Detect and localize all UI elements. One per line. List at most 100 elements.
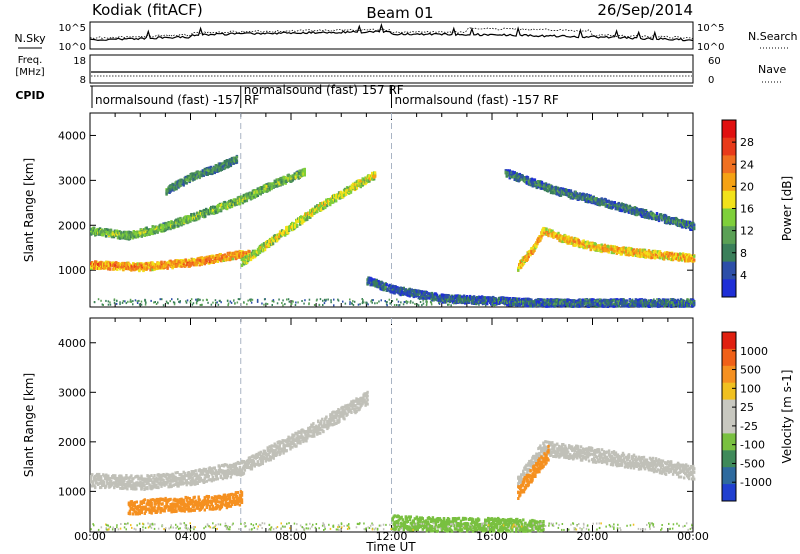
radar-title: Kodiak (fitACF) <box>92 1 203 19</box>
range-time-cell <box>594 242 597 246</box>
nave-label: Nave <box>758 63 786 76</box>
range-time-cell <box>620 252 623 256</box>
range-time-cell <box>198 174 201 178</box>
range-time-cell <box>142 269 145 273</box>
range-time-cell <box>258 248 262 252</box>
range-time-cell <box>246 196 250 200</box>
range-time-cell <box>245 199 249 203</box>
range-time-cell <box>404 290 407 294</box>
range-time-cell <box>693 254 696 258</box>
range-time-cell <box>169 227 172 231</box>
range-time-cell <box>216 207 219 211</box>
range-time-cell <box>615 251 618 255</box>
range-time-cell <box>560 298 563 302</box>
range-time-cell <box>256 194 259 197</box>
range-time-cell <box>278 230 282 234</box>
range-time-cell <box>568 302 571 306</box>
range-time-cell <box>423 292 427 296</box>
range-time-cell <box>200 210 203 214</box>
range-time-cell <box>554 186 558 190</box>
range-time-cell <box>151 225 154 229</box>
range-time-cell <box>617 304 620 308</box>
range-time-cell <box>347 191 351 195</box>
range-time-cell <box>229 161 233 165</box>
range-time-cell <box>185 181 188 185</box>
range-time-cell <box>534 182 538 186</box>
range-time-cell <box>632 208 636 212</box>
range-time-cell <box>506 303 509 307</box>
range-time-cell <box>159 265 162 269</box>
range-time-cell <box>306 217 309 221</box>
range-time-cell <box>155 264 158 268</box>
nsky-tick-low: 10^0 <box>59 42 86 53</box>
range-time-cell <box>285 228 288 232</box>
range-time-cell <box>679 256 683 260</box>
range-time-cell <box>543 188 547 192</box>
range-time-cell <box>530 298 533 302</box>
range-time-cell <box>198 212 201 216</box>
range-time-cell <box>239 250 242 254</box>
range-time-cell <box>197 256 200 260</box>
range-time-cell <box>329 202 332 206</box>
range-time-cell <box>629 250 633 253</box>
range-time-cell <box>604 298 607 302</box>
range-time-cell <box>321 204 324 207</box>
range-time-cell <box>673 220 677 224</box>
range-time-cell <box>388 283 391 287</box>
range-time-cell <box>217 208 221 212</box>
nave-tick-0: 0 <box>708 75 714 86</box>
range-time-cell <box>627 253 631 257</box>
range-time-cell <box>205 260 208 264</box>
range-time-cell <box>539 238 542 242</box>
cpid-segment-label: normalsound (fast) -157 RF <box>95 93 259 107</box>
range-time-cell <box>221 254 225 258</box>
range-time-cell <box>283 176 286 179</box>
range-time-cell <box>131 236 135 240</box>
range-time-cell <box>163 260 166 264</box>
range-time-cell <box>344 192 348 196</box>
range-time-cell <box>93 266 96 270</box>
range-time-cell <box>216 205 220 209</box>
range-time-cell <box>244 250 247 254</box>
range-time-cell <box>676 253 680 257</box>
range-time-cell <box>270 187 273 191</box>
range-time-cell <box>540 186 544 190</box>
range-time-cell <box>223 200 227 204</box>
range-time-cell <box>90 265 93 269</box>
range-time-cell <box>384 284 387 288</box>
range-time-cell <box>658 256 662 260</box>
range-time-cell <box>195 176 198 180</box>
range-time-cell <box>432 297 436 301</box>
range-time-cell <box>202 258 205 262</box>
range-time-cell <box>338 193 342 197</box>
range-time-cell <box>667 216 671 219</box>
range-time-cell <box>613 201 616 204</box>
cpid-segment-label: normalsound (fast) 157 RF <box>244 83 404 97</box>
range-time-cell <box>565 302 568 306</box>
range-time-cell <box>526 177 530 181</box>
range-time-cell <box>190 176 193 180</box>
range-time-cell <box>179 216 182 220</box>
range-time-cell <box>569 299 572 303</box>
range-time-cell <box>324 206 327 209</box>
range-time-cell <box>242 262 246 266</box>
range-time-cell <box>183 179 186 183</box>
range-time-cell <box>203 257 206 260</box>
range-time-cell <box>141 267 144 271</box>
cpid-segment-label: normalsound (fast) -157 RF <box>395 93 559 107</box>
range-time-cell <box>301 221 304 225</box>
range-time-cell <box>225 207 229 211</box>
range-time-cell <box>416 291 419 295</box>
range-time-cell <box>235 155 239 159</box>
range-time-cell <box>313 212 316 215</box>
range-time-cell <box>611 201 614 205</box>
range-time-cell <box>566 304 569 308</box>
range-time-cell <box>206 172 209 176</box>
range-time-cell <box>279 176 282 180</box>
range-time-cell <box>314 205 317 209</box>
range-time-cell <box>586 301 589 305</box>
range-time-cell <box>437 296 441 300</box>
range-time-cell <box>533 248 536 252</box>
range-time-cell <box>379 283 382 287</box>
range-time-cell <box>162 223 165 227</box>
